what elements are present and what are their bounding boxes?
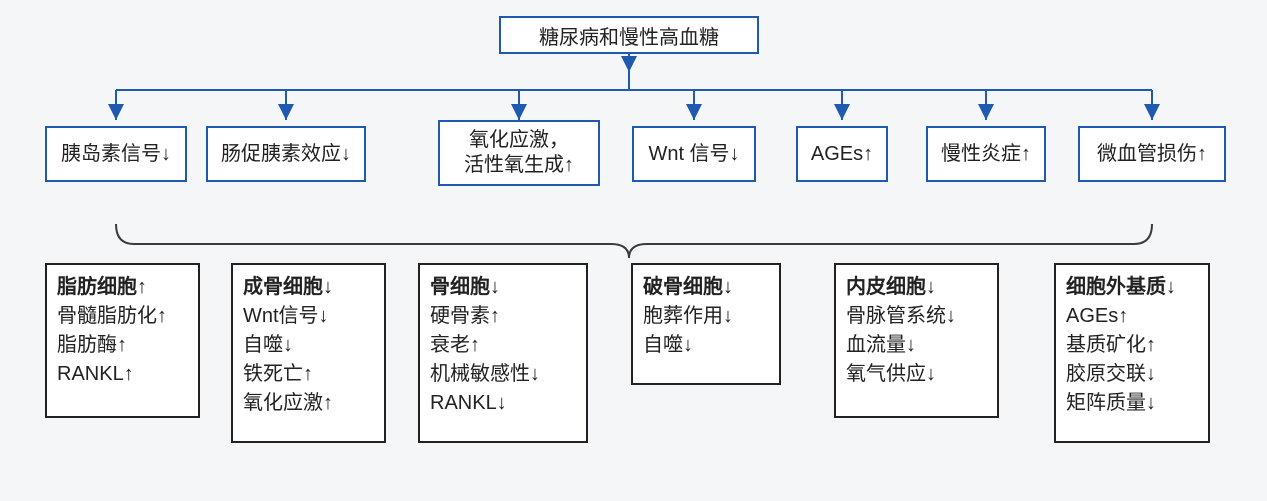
cell-line: Wnt信号↓ — [243, 302, 374, 331]
cell-endothelial: 内皮细胞↓骨脉管系统↓血流量↓氧气供应↓ — [834, 263, 999, 418]
cell-line: RANKL↑ — [57, 360, 188, 389]
cell-line: 自噬↓ — [243, 331, 374, 360]
cell-adipocytes: 脂肪细胞↑骨髓脂肪化↑脂肪酶↑RANKL↑ — [45, 263, 200, 418]
mid-node-line: AGEs↑ — [811, 142, 873, 167]
mid-node-line: 胰岛素信号↓ — [61, 142, 171, 167]
cell-osteoblasts: 成骨细胞↓Wnt信号↓自噬↓铁死亡↑氧化应激↑ — [231, 263, 386, 443]
root-node: 糖尿病和慢性高血糖 — [499, 16, 759, 54]
cell-ecm: 细胞外基质↓AGEs↑基质矿化↑胶原交联↓矩阵质量↓ — [1054, 263, 1210, 443]
cell-line: 氧化应激↑ — [243, 389, 374, 418]
cell-line: 血流量↓ — [846, 331, 987, 360]
cell-line: AGEs↑ — [1066, 302, 1198, 331]
mid-node-line: 氧化应激， — [469, 128, 569, 153]
cell-osteoclasts: 破骨细胞↓胞葬作用↓自噬↓ — [631, 263, 781, 385]
cell-line: 胶原交联↓ — [1066, 360, 1198, 389]
cell-line: 铁死亡↑ — [243, 360, 374, 389]
cell-header: 破骨细胞↓ — [643, 273, 769, 302]
cell-line: 脂肪酶↑ — [57, 331, 188, 360]
cell-line: 基质矿化↑ — [1066, 331, 1198, 360]
cell-line: 衰老↑ — [430, 331, 576, 360]
mid-node-line: 微血管损伤↑ — [1097, 142, 1207, 167]
cell-line: 氧气供应↓ — [846, 360, 987, 389]
cell-header: 脂肪细胞↑ — [57, 273, 188, 302]
cell-line: 胞葬作用↓ — [643, 302, 769, 331]
mid-node-oxidative-stress: 氧化应激，活性氧生成↑ — [438, 120, 600, 186]
cell-header: 成骨细胞↓ — [243, 273, 374, 302]
mid-node-line: Wnt 信号↓ — [648, 142, 739, 167]
mid-node-microvascular: 微血管损伤↑ — [1078, 126, 1226, 182]
cell-line: 矩阵质量↓ — [1066, 389, 1198, 418]
mid-node-insulin-signal: 胰岛素信号↓ — [45, 126, 187, 182]
mid-node-line: 慢性炎症↑ — [941, 142, 1031, 167]
cell-line: RANKL↓ — [430, 389, 576, 418]
mid-node-line: 肠促胰素效应↓ — [221, 142, 351, 167]
mid-node-wnt-signal: Wnt 信号↓ — [632, 126, 756, 182]
cell-line: 机械敏感性↓ — [430, 360, 576, 389]
cell-line: 自噬↓ — [643, 331, 769, 360]
root-label: 糖尿病和慢性高血糖 — [539, 21, 719, 50]
mid-node-chronic-inflammation: 慢性炎症↑ — [926, 126, 1046, 182]
mid-node-line: 活性氧生成↑ — [464, 153, 574, 178]
cell-line: 骨髓脂肪化↑ — [57, 302, 188, 331]
mid-node-ages: AGEs↑ — [796, 126, 888, 182]
cell-line: 骨脉管系统↓ — [846, 302, 987, 331]
mid-node-incretin-effect: 肠促胰素效应↓ — [206, 126, 366, 182]
cell-header: 内皮细胞↓ — [846, 273, 987, 302]
cell-line: 硬骨素↑ — [430, 302, 576, 331]
cell-osteocytes: 骨细胞↓硬骨素↑衰老↑机械敏感性↓RANKL↓ — [418, 263, 588, 443]
cell-header: 骨细胞↓ — [430, 273, 576, 302]
cell-header: 细胞外基质↓ — [1066, 273, 1198, 302]
